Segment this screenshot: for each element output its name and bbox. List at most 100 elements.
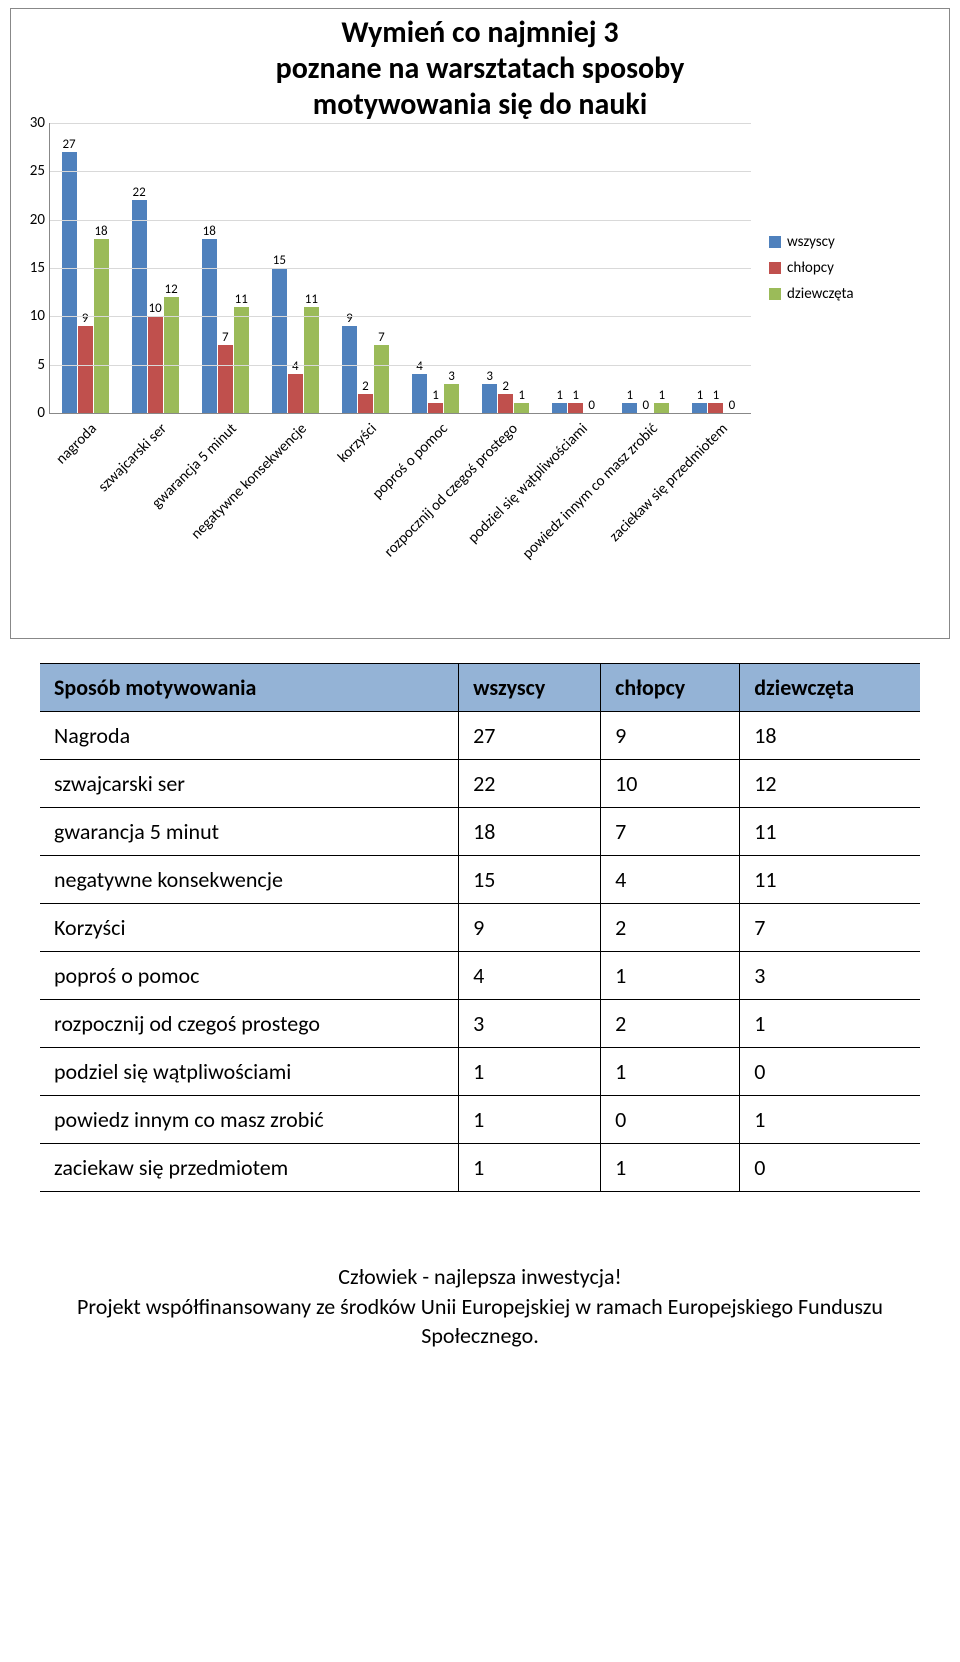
x-axis-label: zaciekaw się przedmiotem [606, 420, 732, 546]
table-cell: 1 [601, 1048, 740, 1096]
table-cell: 9 [601, 712, 740, 760]
table-row: poproś o pomoc413 [40, 952, 920, 1000]
legend-item: chłopcy [769, 259, 939, 277]
bar [132, 200, 147, 413]
bar-value-label: 18 [203, 225, 216, 238]
bar-value-label: 3 [486, 370, 493, 383]
table-cell: 1 [740, 1000, 920, 1048]
table-cell: gwarancja 5 minut [40, 808, 459, 856]
footer: Człowiek - najlepsza inwestycja! Projekt… [40, 1262, 920, 1351]
legend-swatch [769, 262, 781, 274]
y-tick: 5 [37, 356, 45, 374]
table-cell: rozpocznij od czegoś prostego [40, 1000, 459, 1048]
legend-label: chłopcy [787, 259, 834, 277]
bar-value-label: 18 [94, 225, 107, 238]
table-cell: powiedz innym co masz zrobić [40, 1096, 459, 1144]
table-cell: 27 [459, 712, 601, 760]
bar-value-label: 7 [222, 331, 229, 344]
y-tick: 20 [30, 211, 45, 229]
bar-value-label: 2 [362, 380, 369, 393]
table-row: Nagroda27918 [40, 712, 920, 760]
bar-value-label: 1 [518, 389, 525, 402]
bar [708, 403, 723, 413]
table-cell: 11 [740, 856, 920, 904]
bar-value-label: 10 [149, 302, 162, 315]
table-cell: 4 [601, 856, 740, 904]
table-cell: 1 [459, 1096, 601, 1144]
bar [358, 394, 373, 413]
table-row: powiedz innym co masz zrobić101 [40, 1096, 920, 1144]
table-cell: 4 [459, 952, 601, 1000]
bar-value-label: 1 [697, 389, 704, 402]
bar-value-label: 1 [659, 389, 666, 402]
table-cell: 11 [740, 808, 920, 856]
bar [444, 384, 459, 413]
table-cell: 3 [740, 952, 920, 1000]
bar [514, 403, 529, 413]
bar-value-label: 9 [346, 312, 353, 325]
table-cell: 1 [601, 1144, 740, 1192]
table-cell: 0 [740, 1144, 920, 1192]
table-header-cell: wszyscy [459, 664, 601, 712]
chart-container: Wymień co najmniej 3poznane na warsztata… [10, 8, 950, 639]
y-tick: 30 [30, 114, 45, 132]
bar [412, 374, 427, 413]
x-axis-label: powiedz innym co masz zrobić [519, 420, 662, 563]
table-cell: 9 [459, 904, 601, 952]
legend-swatch [769, 288, 781, 300]
table-cell: 10 [601, 760, 740, 808]
legend: wszyscychłopcydziewczęta [751, 123, 939, 413]
bar [428, 403, 443, 413]
x-axis-label: podziel się wątpliwościami [464, 420, 591, 547]
x-axis-label: negatywne konsekwencje [188, 420, 311, 543]
bar-value-label: 1 [627, 389, 634, 402]
table-cell: 0 [601, 1096, 740, 1144]
x-axis-label: korzyści [335, 420, 381, 466]
table-cell: podziel się wątpliwościami [40, 1048, 459, 1096]
table-row: Korzyści927 [40, 904, 920, 952]
table-header-cell: dziewczęta [740, 664, 920, 712]
bar [218, 345, 233, 413]
legend-swatch [769, 236, 781, 248]
bar [482, 384, 497, 413]
bar-value-label: 12 [165, 283, 178, 296]
bar-value-label: 22 [133, 186, 146, 199]
bar [272, 268, 287, 413]
table-cell: 22 [459, 760, 601, 808]
bar [374, 345, 389, 413]
table-cell: 7 [740, 904, 920, 952]
bar [78, 326, 93, 413]
chart-title: Wymień co najmniej 3poznane na warsztata… [21, 15, 939, 123]
table-cell: 1 [601, 952, 740, 1000]
x-axis-labels: nagrodaszwajcarski sergwarancja 5 minutn… [49, 414, 751, 634]
table-cell: Korzyści [40, 904, 459, 952]
table-cell: 12 [740, 760, 920, 808]
table-cell: zaciekaw się przedmiotem [40, 1144, 459, 1192]
footer-line3: Społecznego. [421, 1322, 539, 1349]
bar-value-label: 0 [588, 399, 595, 412]
bar-value-label: 7 [378, 331, 385, 344]
bar [654, 403, 669, 413]
table-cell: 1 [740, 1096, 920, 1144]
table-row: rozpocznij od czegoś prostego321 [40, 1000, 920, 1048]
bar-value-label: 11 [235, 293, 248, 306]
bar [552, 403, 567, 413]
bar-value-label: 11 [305, 293, 318, 306]
bar [498, 394, 513, 413]
table-cell: 18 [459, 808, 601, 856]
table-cell: poproś o pomoc [40, 952, 459, 1000]
table-cell: 1 [459, 1048, 601, 1096]
bar-value-label: 1 [713, 389, 720, 402]
bar [342, 326, 357, 413]
table-cell: 7 [601, 808, 740, 856]
bar-value-label: 3 [448, 370, 455, 383]
y-tick: 25 [30, 162, 45, 180]
bar-value-label: 0 [643, 399, 650, 412]
bar-value-label: 9 [82, 312, 89, 325]
bar [202, 239, 217, 413]
x-axis-label: rozpocznij od czegoś prostego [380, 420, 521, 561]
bar-value-label: 1 [556, 389, 563, 402]
bar [304, 307, 319, 413]
footer-line2: Projekt współfinansowany ze środków Unii… [77, 1293, 883, 1320]
bar [62, 152, 77, 413]
